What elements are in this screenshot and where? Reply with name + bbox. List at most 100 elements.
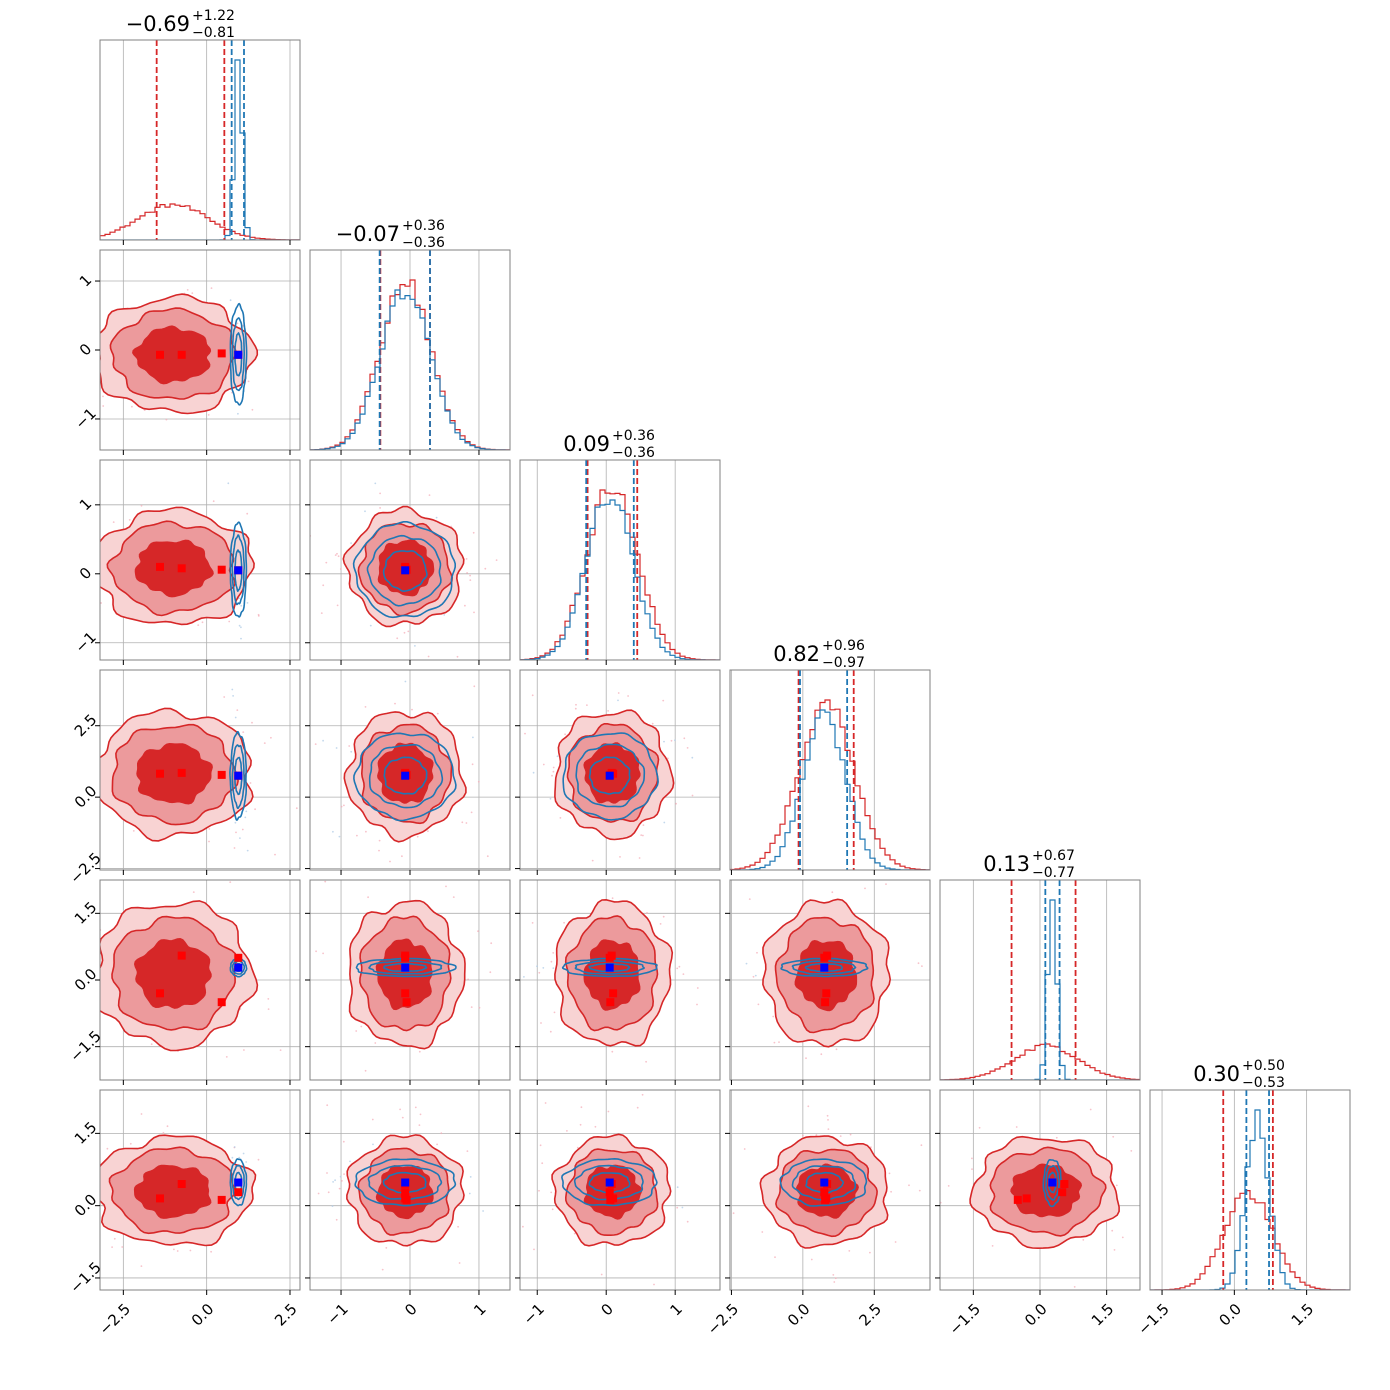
scatter-point-blue [374,482,377,485]
scatter-point-red [437,1082,439,1084]
tick-label-x: −1 [520,1300,548,1328]
title-plus: +0.36 [402,218,445,234]
panel-frame [1149,1089,1351,1291]
truth-marker-red [401,953,410,962]
scatter-point-blue [443,614,446,616]
scatter-point-red [336,604,339,607]
contour-blue-0 [779,1158,868,1207]
scatter-point-red [1121,1236,1124,1239]
tick-label-x: 1 [666,1300,685,1319]
title-median: −0.69 [126,12,190,36]
scatter-point-red [619,856,621,858]
scatter-point-red [143,409,146,411]
tick-label-x: 1.5 [1288,1300,1318,1330]
scatter-point-red [1089,1108,1092,1111]
panel-content [310,1090,510,1290]
scatter-point-red [832,1274,835,1276]
tick-label-x: −2.5 [96,1300,134,1338]
scatter-point-blue [681,1206,684,1209]
scatter-point-red [539,1144,542,1147]
panel-frame [99,1089,301,1291]
scatter-point-red [267,1008,270,1010]
scatter-point-red [210,1250,213,1253]
scatter-point-blue [663,740,665,743]
scatter-point-red [541,1162,544,1165]
scatter-point-blue [227,482,230,485]
contour-blue-2 [382,1171,427,1194]
scatter-point-red [473,685,476,688]
scatter-point-red [228,620,231,623]
scatter-point-red [1112,1135,1115,1138]
panel-content [100,1090,300,1290]
truth-marker-red [609,989,618,998]
panel-2-2: 0.09 +0.36−0.36 [519,428,721,665]
scatter-point-blue [482,1210,484,1212]
scatter-point-blue [238,624,241,627]
scatter-point-red [653,1283,655,1286]
scatter-point-red [348,745,351,747]
panel-0-0: −0.69 +1.22−0.81 [99,8,301,245]
scatter-point-red [251,408,254,411]
scatter-point-red [1055,1136,1058,1139]
truth-marker-red [217,349,226,358]
scatter-point-blue [369,624,372,627]
truth-marker-blue [234,350,243,359]
tick-label-y: 1 [76,495,95,514]
scatter-point-blue [245,1161,248,1163]
panel-frame [729,669,931,871]
scatter-point-red [495,559,498,561]
scatter-point-red [676,967,679,970]
scatter-point-blue [233,1146,236,1148]
scatter-point-red [47,1028,49,1030]
scatter-point-red [477,780,480,783]
truth-marker-red [605,1188,614,1197]
contour-blue-0 [229,731,247,822]
scatter-point-red [263,742,266,744]
panel-content [520,670,720,870]
tick-label-y: 1.5 [71,898,101,928]
scatter-point-blue [246,602,249,604]
scatter-point-red [579,1123,582,1126]
hist-red [1150,1190,1350,1290]
scatter-point-red [189,1249,192,1252]
scatter-point-red [385,1247,388,1249]
tick-label-x: 2.5 [271,1300,301,1330]
contour-red-2 [133,937,212,1009]
contour-blue-0 [229,302,248,406]
scatter-point-red [683,737,686,740]
scatter-point-red [162,1131,165,1134]
scatter-point-blue [549,797,552,800]
scatter-point-red [594,1125,597,1128]
scatter-point-red [428,494,431,496]
contour-blue-1 [231,1164,245,1201]
scatter-point-red [371,1118,374,1121]
scatter-point-red [267,998,270,1000]
truth-marker-red [177,1180,186,1188]
contour-blue-2 [588,962,631,973]
panel-content [310,880,510,1084]
scatter-point-red [337,555,340,558]
scatter-point-red [327,1191,330,1194]
scatter-point-red [140,1265,143,1267]
scatter-point-red [869,1251,871,1254]
scatter-point-red [1130,1150,1133,1152]
contour-red-2 [133,1164,212,1219]
tick-label-x: −1.5 [946,1300,984,1338]
scatter-point-red [341,1180,343,1182]
scatter-point-blue [231,1156,234,1159]
scatter-point-red [477,930,479,933]
contour-blue-2 [588,756,631,795]
scatter-point-red [334,554,337,556]
truth-marker-red [606,998,615,1007]
scatter-point-red [150,1043,153,1046]
scatter-point-red [1111,1229,1114,1232]
title-plus: +0.96 [822,638,865,654]
truth-marker-red [606,1195,615,1204]
hist-red [940,1043,1140,1080]
scatter-point-red [849,1133,852,1136]
scatter-point-red [686,747,689,749]
title-median: 0.30 [1193,1062,1240,1086]
title-minus: −0.36 [612,445,655,461]
truth-marker-blue [605,963,614,972]
